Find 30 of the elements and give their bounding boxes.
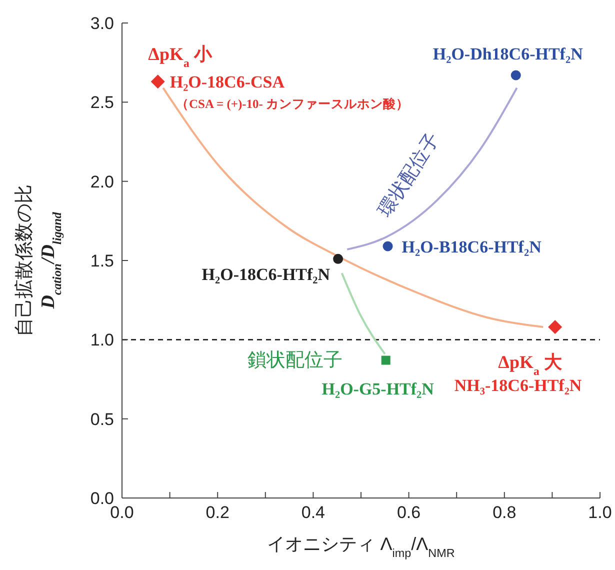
point: [150, 74, 165, 89]
x-tick-label: 0.6: [396, 503, 421, 522]
point: [548, 320, 562, 334]
annotation: 鎖状配位子: [248, 350, 342, 371]
x-tick-label: 1.0: [588, 503, 612, 522]
y-tick-label: 0.5: [90, 410, 114, 429]
y-tick-label: 1.5: [90, 252, 114, 271]
point: [333, 254, 344, 264]
annotation: 環状配位子: [374, 129, 444, 221]
point: [382, 241, 393, 252]
series-label: H₂O-Dh18C6-HTf₂N: [432, 44, 584, 64]
y-tick-label: 2.5: [90, 93, 114, 112]
series-label: H₂O-G5-HTf₂N: [322, 379, 435, 398]
series-label: H₂O-B18C6-HTf₂N: [402, 237, 542, 256]
y-tick-label: 3.0: [90, 14, 114, 34]
x-tick-label: 0.2: [206, 503, 230, 522]
y-tick-label: 2.0: [90, 172, 114, 192]
y-tick-label: 1.0: [90, 330, 114, 350]
x-tick-label: 0.4: [301, 503, 326, 522]
series-label: H₂O-18C6-CSA: [170, 72, 286, 92]
x-axis-title: イオニシティ Λ$_{imp}$/Λ$_{NMR}$: [267, 534, 455, 560]
text: NH₃-18C6-HTf₂N: [454, 376, 582, 395]
x-tick-label: 0.8: [492, 503, 516, 522]
annotation: ΔpK$_{a}$ 小: [148, 44, 213, 70]
point: [381, 356, 390, 365]
annotation: （CSA = (+)-10- カンファースルホン酸）: [176, 96, 410, 111]
point: [510, 70, 521, 80]
x-tick-label: 0.0: [110, 503, 134, 522]
series-label: H₂O-18C6-HTf₂N: [202, 264, 331, 284]
annotation: ΔpK$_{a}$ 大: [498, 352, 563, 378]
